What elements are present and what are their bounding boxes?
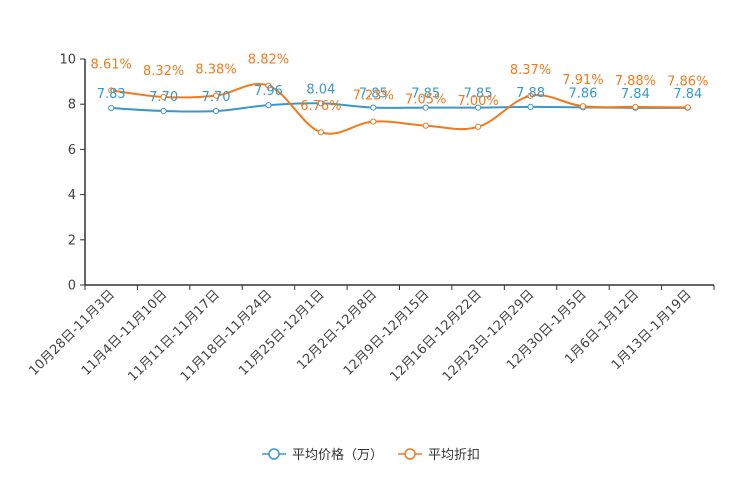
data-label: 7.70 [149,90,178,105]
y-tick-label: 0 [68,279,76,294]
legend-item-1[interactable]: 平均折扣 [398,448,480,463]
data-point [527,92,534,99]
data-label: 7.84 [673,87,702,102]
data-point [527,103,534,111]
x-tick-label: 12月16日-12月22日 [387,287,484,384]
series-line-1 [111,83,688,135]
data-label: 7.83 [97,87,126,102]
data-labels: 7.83 7.70 7.70 7.96 8.04 7.85 7.85 7.85 7.88 7.86… [91,53,709,115]
data-point [108,87,115,94]
legend-label: 平均价格（万） [292,447,383,463]
data-point [317,129,324,136]
data-label: 8.82% [248,53,289,68]
data-label: 8.37% [510,63,551,78]
data-point [212,92,220,99]
data-points [108,82,691,136]
data-point [212,107,220,115]
data-point [370,104,377,111]
y-tick-label: 10 [59,53,76,68]
data-label: 7.23% [353,89,394,104]
data-point [160,107,167,115]
data-point [317,100,324,107]
data-label: 7.91% [562,73,603,88]
data-point [422,104,429,111]
legend-marker-icon [404,448,416,460]
y-tick-label: 6 [68,143,76,158]
x-tick-label: 11月11日-11月17日 [125,287,222,384]
data-label: 7.70 [202,90,231,105]
y-tick-label: 4 [68,188,76,203]
x-tick-label: 12月23日-12月29日 [440,287,537,384]
data-label: 7.85 [359,87,388,102]
data-point [108,104,115,112]
y-tick-label: 8 [68,98,76,113]
data-point [370,118,377,125]
data-label: 8.61% [91,57,132,72]
data-label: 7.96 [254,84,283,99]
data-label: 7.00% [457,94,498,109]
data-label: 8.32% [143,64,184,79]
data-label: 6.76% [300,99,341,114]
legend-marker-icon [268,448,280,460]
series-lines [111,83,688,135]
data-label: 7.88 [516,86,545,101]
data-label: 7.86 [568,86,597,101]
data-label: 7.88% [615,74,656,89]
x-tick-label: 11月18日-11月24日 [178,287,275,384]
y-tick-label: 2 [68,233,76,248]
x-tick-label: 10月28日-11月3日 [26,287,118,379]
data-point [632,103,639,111]
data-label: 7.84 [621,87,650,102]
data-point [160,93,167,101]
data-label: 7.85 [411,87,440,102]
legend-item-0[interactable]: 平均价格（万） [262,447,383,463]
data-point [475,104,482,111]
data-point [475,123,482,130]
data-point [579,103,587,110]
data-label: 8.38% [195,63,236,78]
data-point [422,122,429,129]
legend[interactable]: 平均价格（万） 平均折扣 [262,447,480,463]
data-label: 7.86% [667,74,708,89]
data-label: 8.04 [306,82,335,97]
data-label: 7.85 [464,87,493,102]
legend-label: 平均折扣 [428,448,480,463]
data-point [684,104,691,111]
data-point [265,102,272,109]
data-label: 7.05% [405,93,446,108]
data-point [265,82,272,89]
